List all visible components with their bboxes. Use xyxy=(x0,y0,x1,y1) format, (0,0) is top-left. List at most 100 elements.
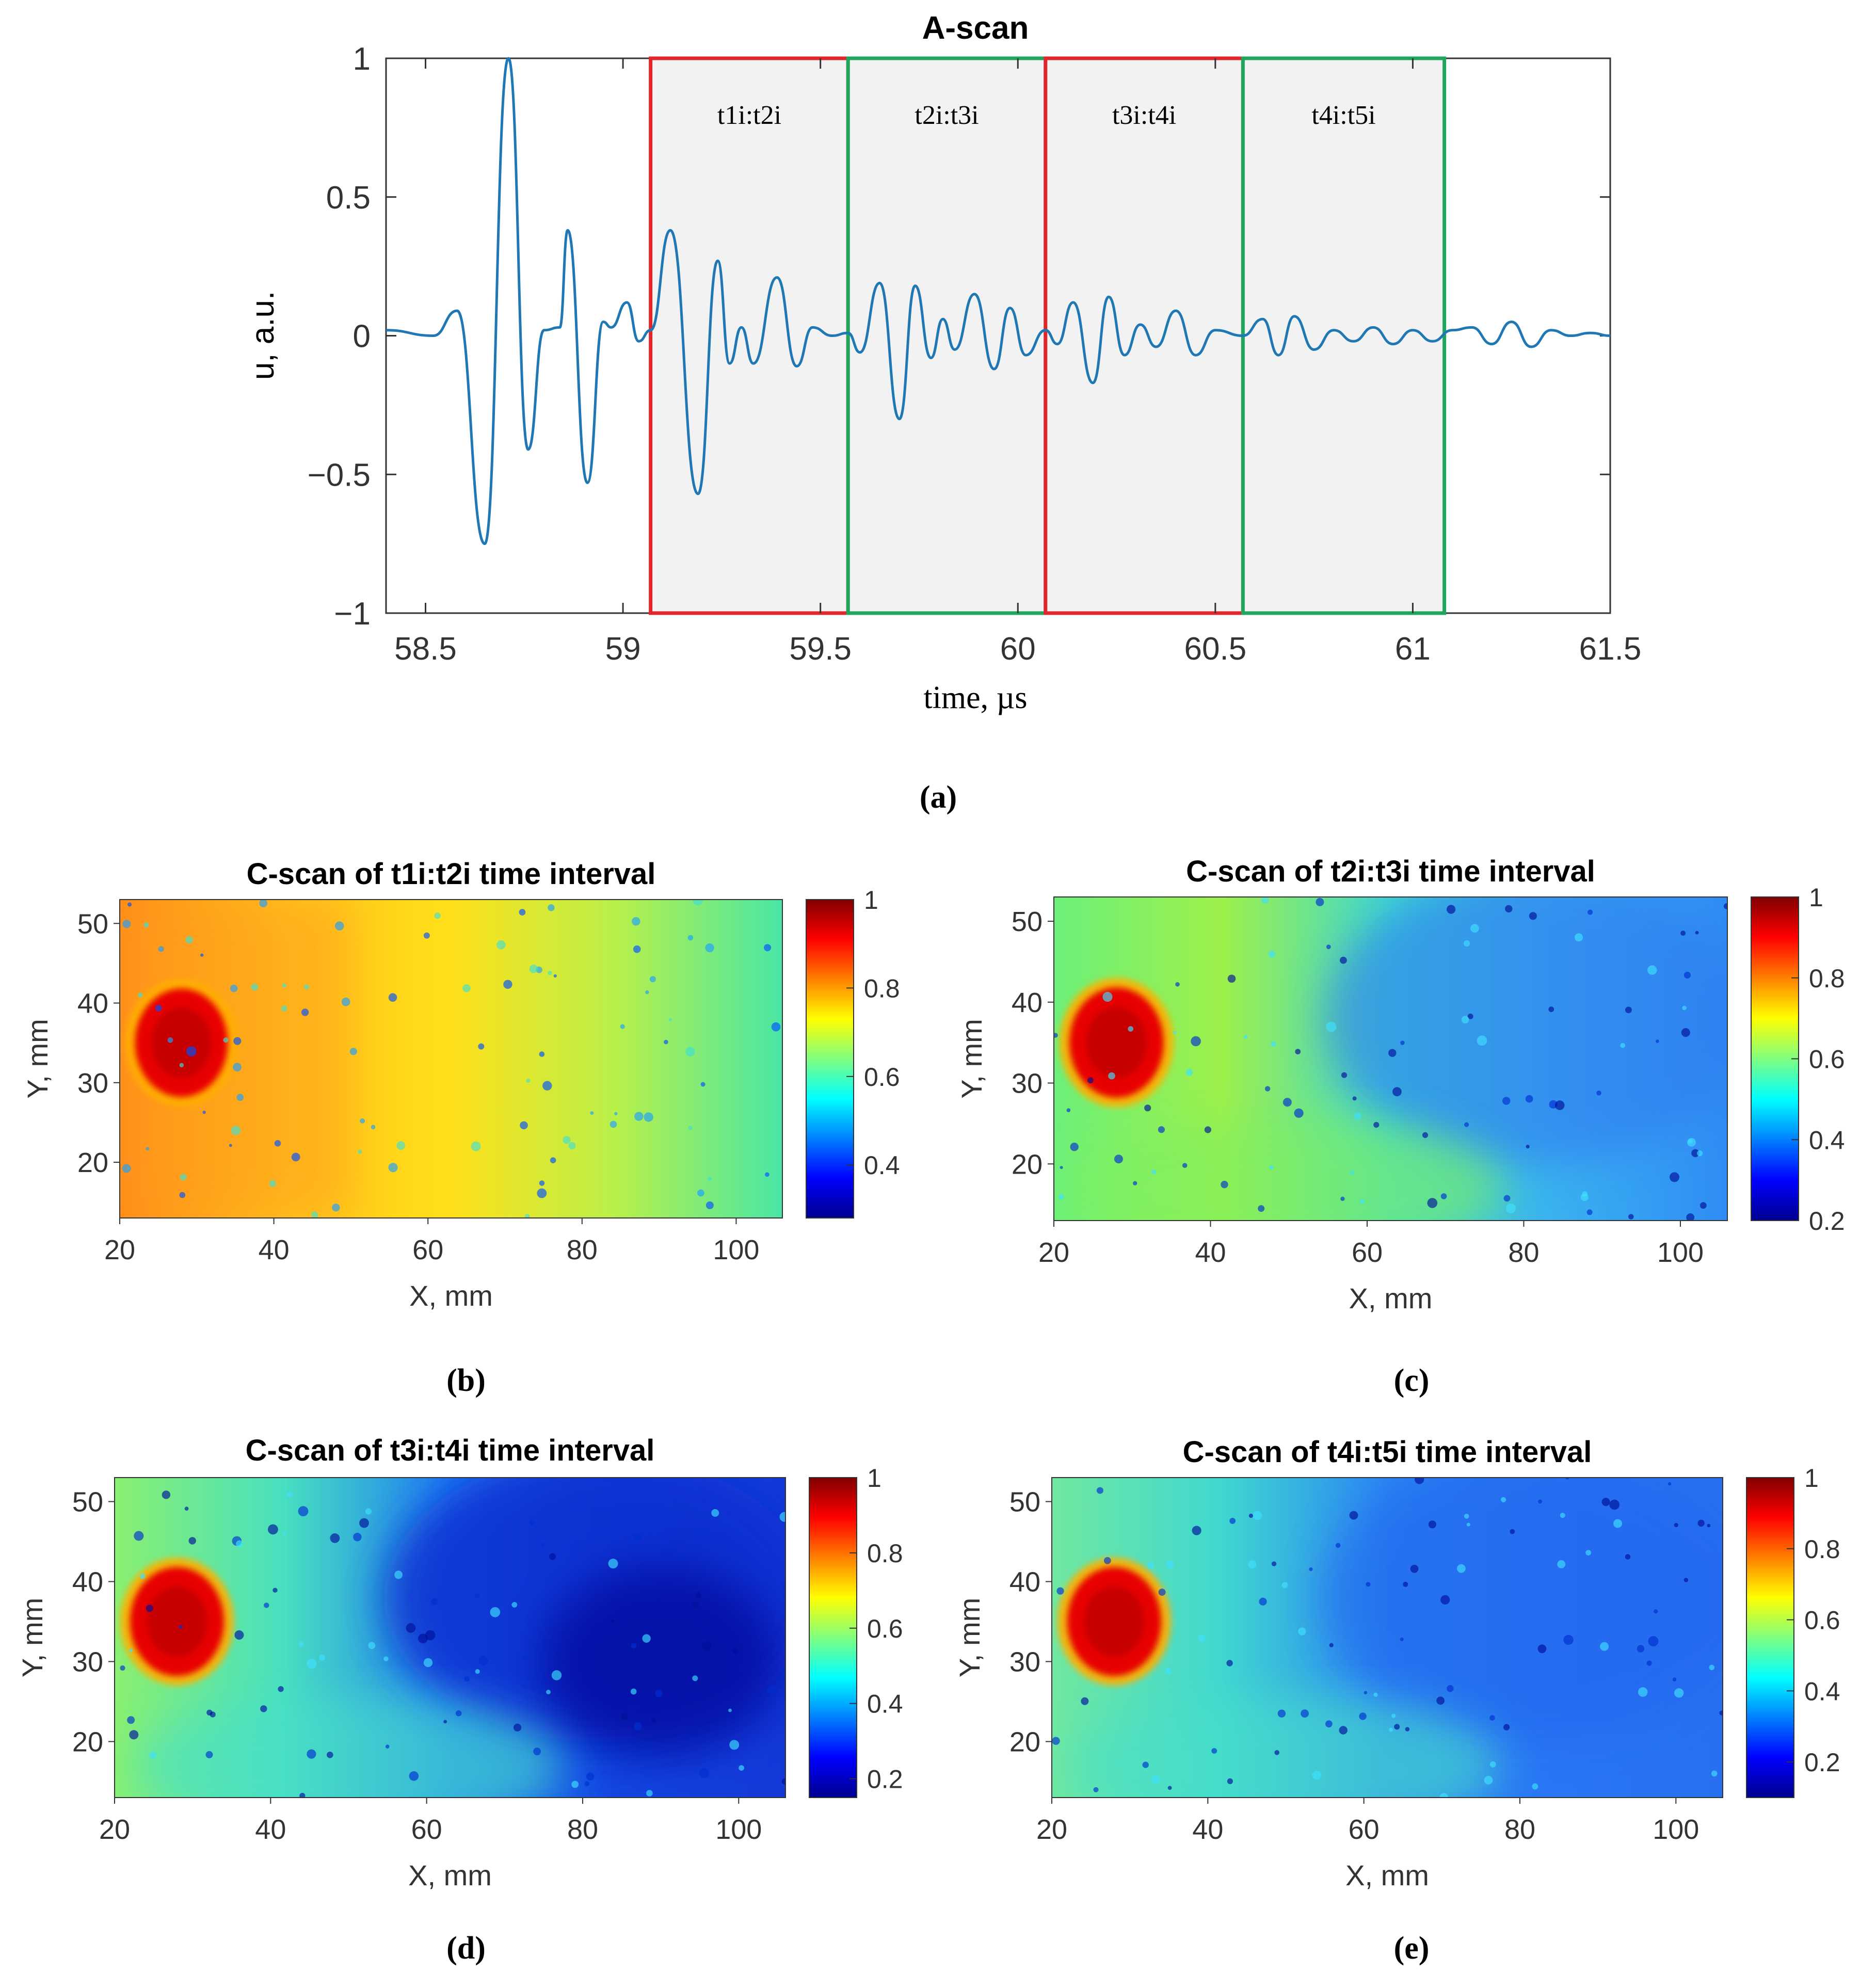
speckle xyxy=(1070,1143,1079,1151)
speckle xyxy=(358,1149,362,1154)
speckle xyxy=(644,1112,653,1122)
speckle xyxy=(286,1492,293,1498)
colorbar xyxy=(1746,1477,1794,1798)
speckle xyxy=(1229,1518,1236,1524)
speckle xyxy=(155,1004,162,1012)
speckle xyxy=(298,1506,309,1517)
colorbar-tick-label: 0.6 xyxy=(1804,1606,1840,1635)
speckle xyxy=(1410,1564,1419,1573)
speckle xyxy=(1340,956,1347,964)
speckle xyxy=(765,1172,769,1177)
speckle xyxy=(705,1201,714,1209)
c-scan-xlabel: X, mm xyxy=(408,1859,492,1891)
speckle xyxy=(1312,1771,1322,1780)
c-scan-axes xyxy=(119,899,783,1219)
speckle xyxy=(251,983,259,991)
speckle xyxy=(233,1063,242,1072)
colorbar-tick-label: 1 xyxy=(867,1464,881,1493)
speckle xyxy=(1447,1685,1454,1692)
speckle xyxy=(1349,1511,1358,1520)
speckle xyxy=(1221,1180,1228,1189)
speckle xyxy=(299,1642,304,1647)
speckle xyxy=(430,1598,438,1606)
speckle xyxy=(1609,1499,1620,1510)
speckle xyxy=(692,1601,699,1608)
c-scan-panel-c: C-scan of t2i:t3i time interval 20 40 60 80 1… xyxy=(955,855,1845,1398)
colorbar-tick-label: 0.8 xyxy=(1804,1535,1840,1564)
speckle xyxy=(307,1749,316,1759)
speckle xyxy=(620,1024,625,1029)
y-tick-label: 30 xyxy=(1009,1647,1040,1678)
speckle xyxy=(1505,1203,1516,1213)
speckle xyxy=(1620,1043,1626,1048)
colorbar-tick-label: 0.6 xyxy=(867,1614,903,1643)
speckle xyxy=(1167,1786,1172,1790)
speckle xyxy=(1261,897,1269,904)
speckle xyxy=(474,1593,480,1598)
speckle xyxy=(138,992,143,998)
speckle xyxy=(1264,1086,1271,1092)
y-tick-label: 40 xyxy=(77,988,108,1019)
speckle xyxy=(1628,1214,1634,1220)
speckle xyxy=(1388,1049,1397,1057)
speckle xyxy=(1695,931,1699,935)
speckle xyxy=(1281,1582,1288,1589)
speckle xyxy=(739,1765,744,1771)
speckle xyxy=(1501,1497,1506,1502)
speckle xyxy=(571,1781,579,1788)
speckle xyxy=(1403,1581,1408,1587)
speckle xyxy=(529,1520,535,1526)
x-tick-label: 40 xyxy=(1192,1814,1223,1845)
c-scan-ylabel: Y, mm xyxy=(21,1019,54,1099)
speckle xyxy=(1227,1778,1233,1784)
speckle xyxy=(158,946,164,952)
speckle xyxy=(1674,1688,1684,1698)
speckle xyxy=(524,1214,530,1218)
c-scan-title: C-scan of t4i:t5i time interval xyxy=(1183,1435,1592,1469)
speckle xyxy=(1484,1776,1493,1785)
c-scan-xlabel: X, mm xyxy=(409,1279,493,1312)
speckle xyxy=(611,1619,615,1623)
speckle xyxy=(1175,982,1180,987)
c-scan-title: C-scan of t2i:t3i time interval xyxy=(1186,855,1595,888)
c-scan-axes xyxy=(1053,896,1728,1221)
c-scan-title: C-scan of t1i:t2i time interval xyxy=(247,857,656,891)
a-scan-signal-line xyxy=(386,57,1611,546)
x-tick-label: 60 xyxy=(1000,631,1036,667)
speckle xyxy=(668,1018,672,1021)
speckle xyxy=(1625,1554,1631,1560)
window-label-2: t2i:t3i xyxy=(915,101,979,130)
speckle xyxy=(1158,1589,1166,1596)
speckle xyxy=(127,902,132,907)
speckle xyxy=(633,945,641,953)
speckle xyxy=(563,1136,571,1144)
speckle xyxy=(1625,1006,1632,1014)
speckle xyxy=(733,1648,739,1654)
speckle xyxy=(1165,1668,1172,1675)
speckle xyxy=(1166,1560,1174,1569)
speckle xyxy=(149,1751,157,1759)
x-tick-label: 40 xyxy=(255,1814,286,1845)
speckle xyxy=(1052,1737,1060,1745)
low-amplitude-core xyxy=(540,1565,782,1758)
speckle xyxy=(1151,1775,1160,1784)
speckle xyxy=(1054,1033,1058,1038)
speckle xyxy=(655,1690,663,1697)
speckle xyxy=(1295,1049,1301,1054)
speckle xyxy=(1248,1513,1253,1518)
speckle xyxy=(205,1751,213,1758)
y-tick-label: 1 xyxy=(353,41,371,77)
speckle xyxy=(1457,1564,1466,1573)
speckle xyxy=(167,1037,173,1043)
speckle xyxy=(553,974,557,978)
speckle xyxy=(1575,933,1583,942)
speckle xyxy=(1470,924,1479,933)
speckle xyxy=(1637,1645,1645,1653)
speckle xyxy=(1364,1691,1368,1694)
a-scan-ticks: 58.5 59 59.5 60 60.5 61 61.5 1 0.5 0 −0.5 −1 xyxy=(308,41,1642,667)
speckle xyxy=(771,1022,781,1032)
colorbar-tick-label: 0.4 xyxy=(867,1690,903,1719)
speckle xyxy=(1182,1163,1188,1168)
c-scan-panels: C-scan of t1i:t2i time interval 20 40 60 80 1… xyxy=(16,855,1845,1966)
speckle xyxy=(143,922,149,928)
